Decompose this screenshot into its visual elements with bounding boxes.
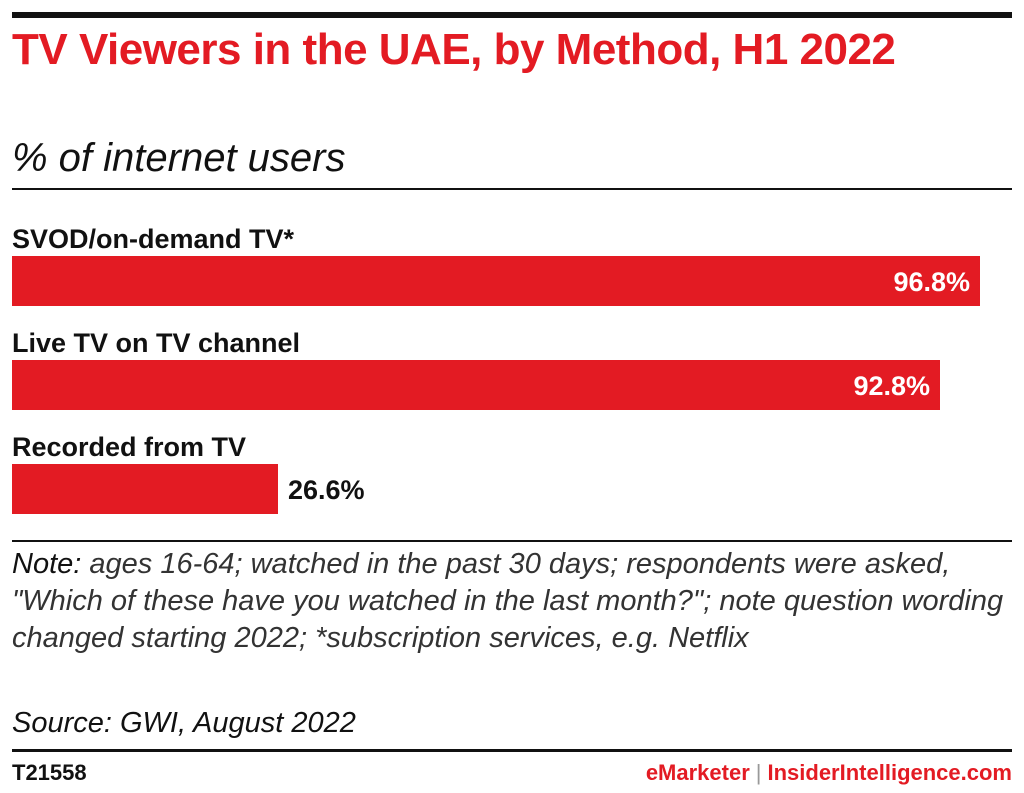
bottom-rule [12,749,1012,752]
chart-source: Source: GWI, August 2022 [12,707,356,739]
brand-insider-intelligence: InsiderIntelligence.com [767,760,1012,785]
chart-note: Note: ages 16-64; watched in the past 30… [12,546,1012,657]
note-text: ages 16-64; watched in the past 30 days;… [12,548,1004,654]
value-label: 96.8% [893,267,970,297]
bar [12,256,980,306]
note-divider [12,540,1012,542]
top-rule [12,12,1012,18]
chart-title: TV Viewers in the UAE, by Method, H1 202… [12,25,896,74]
brand-separator: | [755,760,762,785]
bar [12,360,940,410]
category-label: Recorded from TV [12,432,246,462]
brand-footer: eMarketer | InsiderIntelligence.com [646,760,1012,786]
bar-chart: SVOD/on-demand TV* 96.8% Live TV on TV cha… [12,224,980,514]
value-label: 26.6% [288,475,365,505]
chart-id: T21558 [12,760,87,785]
brand-emarketer: eMarketer [645,760,750,785]
category-label: SVOD/on-demand TV* [12,224,295,254]
value-label: 92.8% [853,371,930,401]
category-label: Live TV on TV channel [12,328,300,358]
bar [12,464,278,514]
title-divider [12,188,1012,190]
chart-subtitle: % of internet users [12,136,346,180]
note-lead: Note: [12,548,82,580]
